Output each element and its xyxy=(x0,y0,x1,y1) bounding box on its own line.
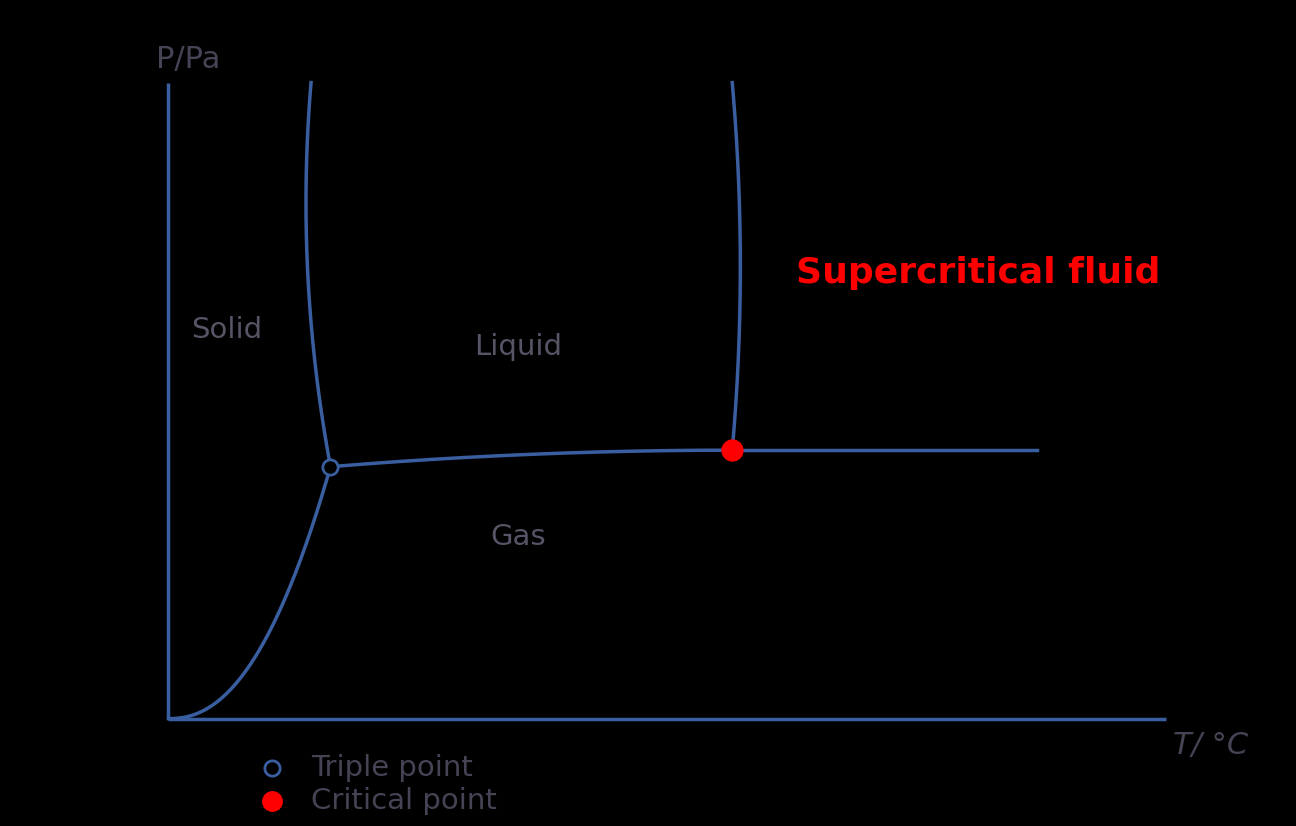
Text: P/Pa: P/Pa xyxy=(156,45,220,74)
Text: Supercritical fluid: Supercritical fluid xyxy=(796,255,1161,290)
Text: Triple point: Triple point xyxy=(311,754,473,782)
Text: Liquid: Liquid xyxy=(474,333,562,361)
Text: Critical point: Critical point xyxy=(311,787,496,815)
Text: Gas: Gas xyxy=(491,523,546,551)
Text: T/ °C: T/ °C xyxy=(1173,731,1248,760)
Text: Solid: Solid xyxy=(192,316,262,344)
